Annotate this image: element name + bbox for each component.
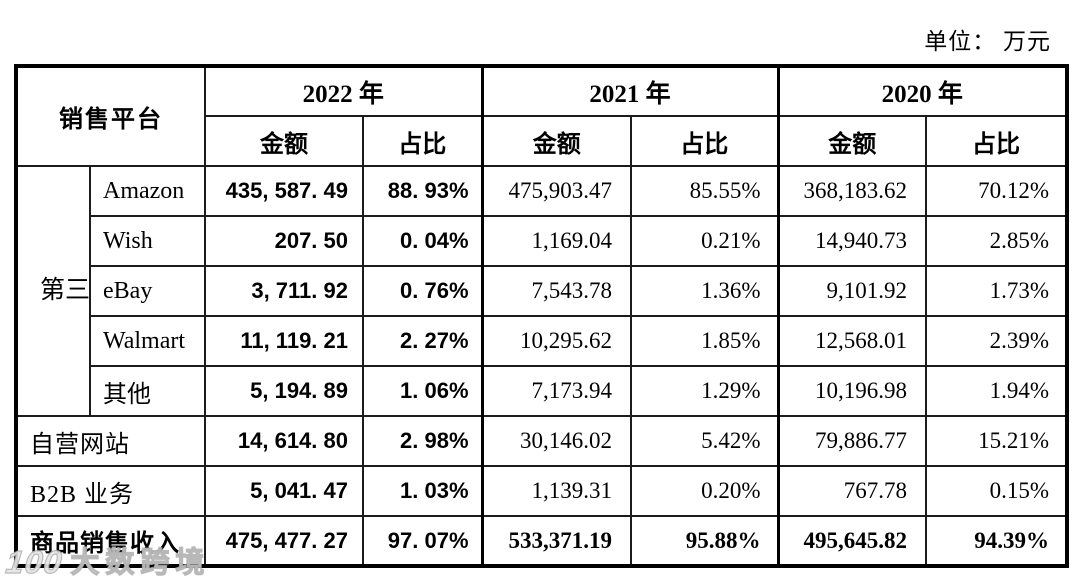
ratio-cell: 94.39%	[925, 515, 1069, 567]
platform-name-cell: 其他	[89, 365, 206, 417]
ratio-cell: 5.42%	[630, 415, 780, 467]
amount-cell: 475,903.47	[480, 165, 633, 217]
table-row: eBay 3, 711. 92 0. 76% 7,543.78 1.36% 9,…	[16, 265, 1069, 317]
ratio-header-2020: 占比	[925, 115, 1069, 167]
platform-name-cell: Wish	[89, 215, 206, 267]
ratio-cell: 70.12%	[925, 165, 1069, 217]
amount-cell: 10,196.98	[776, 365, 928, 417]
ratio-cell: 0.15%	[925, 465, 1069, 517]
ratio-cell: 0.21%	[630, 215, 780, 267]
amount-cell: 14, 614. 80	[204, 415, 364, 467]
ratio-cell: 2. 27%	[361, 315, 484, 367]
table-row: 其他 5, 194. 89 1. 06% 7,173.94 1.29% 10,1…	[16, 365, 1069, 417]
table-row: Wish 207. 50 0. 04% 1,169.04 0.21% 14,94…	[16, 215, 1069, 267]
amount-cell: 435, 587. 49	[204, 165, 364, 217]
amount-cell: 7,173.94	[480, 365, 633, 417]
ratio-cell: 1. 03%	[361, 465, 484, 517]
ratio-cell: 2.85%	[925, 215, 1069, 267]
amount-cell: 3, 711. 92	[204, 265, 364, 317]
platform-name-cell: Amazon	[89, 165, 206, 217]
watermark: 100 大数跨境	[4, 539, 211, 581]
ratio-cell: 1.85%	[630, 315, 780, 367]
header-row-years: 销售平台 2022 年 2021 年 2020 年	[15, 65, 1069, 167]
ratio-cell: 0. 76%	[361, 265, 484, 317]
table-row: 第三方电商平台 Amazon 435, 587. 49 88. 93% 475,…	[15, 165, 1069, 417]
ratio-cell: 97. 07%	[361, 515, 484, 567]
amount-cell: 368,183.62	[776, 165, 928, 217]
ratio-cell: 2.39%	[925, 315, 1069, 367]
amount-header-2021: 金额	[480, 115, 633, 167]
table-row-total: 商品销售收入 475, 477. 27 97. 07% 533,371.19 9…	[15, 515, 1069, 567]
amount-cell: 207. 50	[204, 215, 364, 267]
amount-cell: 79,886.77	[776, 415, 928, 467]
amount-header-2022: 金额	[204, 115, 364, 167]
amount-cell: 533,371.19	[480, 515, 633, 567]
header-row-labels: 金额 占比 金额 占比 金额 占比	[16, 115, 1069, 167]
ratio-header-2021: 占比	[630, 115, 780, 167]
ratio-cell: 0. 04%	[361, 215, 484, 267]
row-header-total-sales: 商品销售收入	[15, 515, 206, 567]
amount-cell: 14,940.73	[776, 215, 928, 267]
year-header-2021: 2021 年	[480, 65, 780, 117]
platform-name-cell: Walmart	[89, 315, 206, 367]
amount-cell: 1,169.04	[480, 215, 633, 267]
year-header-2022: 2022 年	[203, 65, 484, 117]
ratio-cell: 1.94%	[925, 365, 1069, 417]
ratio-header-2022: 占比	[361, 115, 484, 167]
ratio-cell: 2. 98%	[361, 415, 484, 467]
amount-cell: 475, 477. 27	[204, 515, 364, 567]
amount-header-2020: 金额	[776, 115, 928, 167]
amount-cell: 30,146.02	[480, 415, 633, 467]
ratio-cell: 88. 93%	[361, 165, 484, 217]
table-row: 自营网站 14, 614. 80 2. 98% 30,146.02 5.42% …	[15, 415, 1069, 467]
ratio-cell: 85.55%	[630, 165, 780, 217]
year-header-2020: 2020 年	[776, 65, 1069, 117]
amount-cell: 7,543.78	[480, 265, 633, 317]
ratio-cell: 1.36%	[630, 265, 780, 317]
platform-name-cell: eBay	[89, 265, 206, 317]
watermark-logo: 100	[4, 543, 65, 580]
ratio-cell: 1.29%	[630, 365, 780, 417]
amount-cell: 12,568.01	[776, 315, 928, 367]
third-party-group-label: 第三方电商平台	[15, 165, 91, 417]
watermark-text: 大数跨境	[70, 546, 211, 579]
amount-cell: 5, 041. 47	[204, 465, 364, 517]
amount-cell: 5, 194. 89	[204, 365, 364, 417]
ratio-cell: 1.73%	[925, 265, 1069, 317]
ratio-cell: 1. 06%	[361, 365, 484, 417]
amount-cell: 9,101.92	[776, 265, 928, 317]
vertical-label-text: 第三方电商平台	[40, 277, 90, 305]
ratio-cell: 15.21%	[925, 415, 1069, 467]
ratio-cell: 0.20%	[630, 465, 780, 517]
amount-cell: 10,295.62	[480, 315, 633, 367]
table-row: Walmart 11, 119. 21 2. 27% 10,295.62 1.8…	[16, 315, 1069, 367]
amount-cell: 495,645.82	[776, 515, 928, 567]
corner-header: 销售平台	[15, 65, 206, 167]
amount-cell: 767.78	[776, 465, 928, 517]
unit-label: 单位： 万元	[924, 29, 1051, 54]
amount-cell: 11, 119. 21	[204, 315, 364, 367]
row-header-b2b: B2B 业务	[15, 465, 206, 517]
sales-platform-table: 销售平台 2022 年 2021 年 2020 年 金额 占比 金额 占比 金额…	[14, 64, 1070, 568]
table-row: B2B 业务 5, 041. 47 1. 03% 1,139.31 0.20% …	[15, 465, 1069, 517]
amount-cell: 1,139.31	[480, 465, 633, 517]
row-header-own-website: 自营网站	[15, 415, 206, 467]
ratio-cell: 95.88%	[630, 515, 780, 567]
